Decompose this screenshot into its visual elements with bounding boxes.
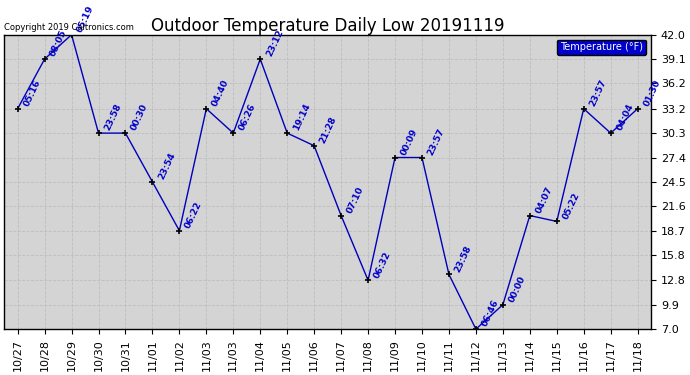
Text: 23:58: 23:58 [103,103,123,132]
Text: 08:05: 08:05 [49,29,69,58]
Title: Outdoor Temperature Daily Low 20191119: Outdoor Temperature Daily Low 20191119 [151,16,504,34]
Text: 00:09: 00:09 [400,127,420,157]
Text: 06:22: 06:22 [184,200,204,230]
Text: 01:30: 01:30 [642,78,662,108]
Text: Copyright 2019 Caltronics.com: Copyright 2019 Caltronics.com [4,23,134,32]
Text: 23:58: 23:58 [453,244,473,274]
Text: 19:14: 19:14 [291,102,312,132]
Text: 23:12: 23:12 [264,28,285,58]
Text: 07:10: 07:10 [345,185,366,215]
Text: 06:32: 06:32 [372,250,393,279]
Text: 04:40: 04:40 [210,78,230,108]
Text: 05:16: 05:16 [22,78,42,108]
Text: 06:26: 06:26 [237,103,257,132]
Text: 04:04: 04:04 [615,103,635,132]
Text: 04:07: 04:07 [534,185,554,215]
Text: 00:00: 00:00 [507,274,527,304]
Text: 23:57: 23:57 [426,127,446,157]
Text: 21:28: 21:28 [318,115,339,145]
Text: 23:54: 23:54 [157,151,177,181]
Text: 05:22: 05:22 [561,191,581,220]
Text: 06:46: 06:46 [480,298,500,328]
Text: 00:30: 00:30 [130,103,150,132]
Text: 23:57: 23:57 [588,78,608,108]
Text: 05:19: 05:19 [76,4,96,34]
Legend: Temperature (°F): Temperature (°F) [558,39,647,56]
